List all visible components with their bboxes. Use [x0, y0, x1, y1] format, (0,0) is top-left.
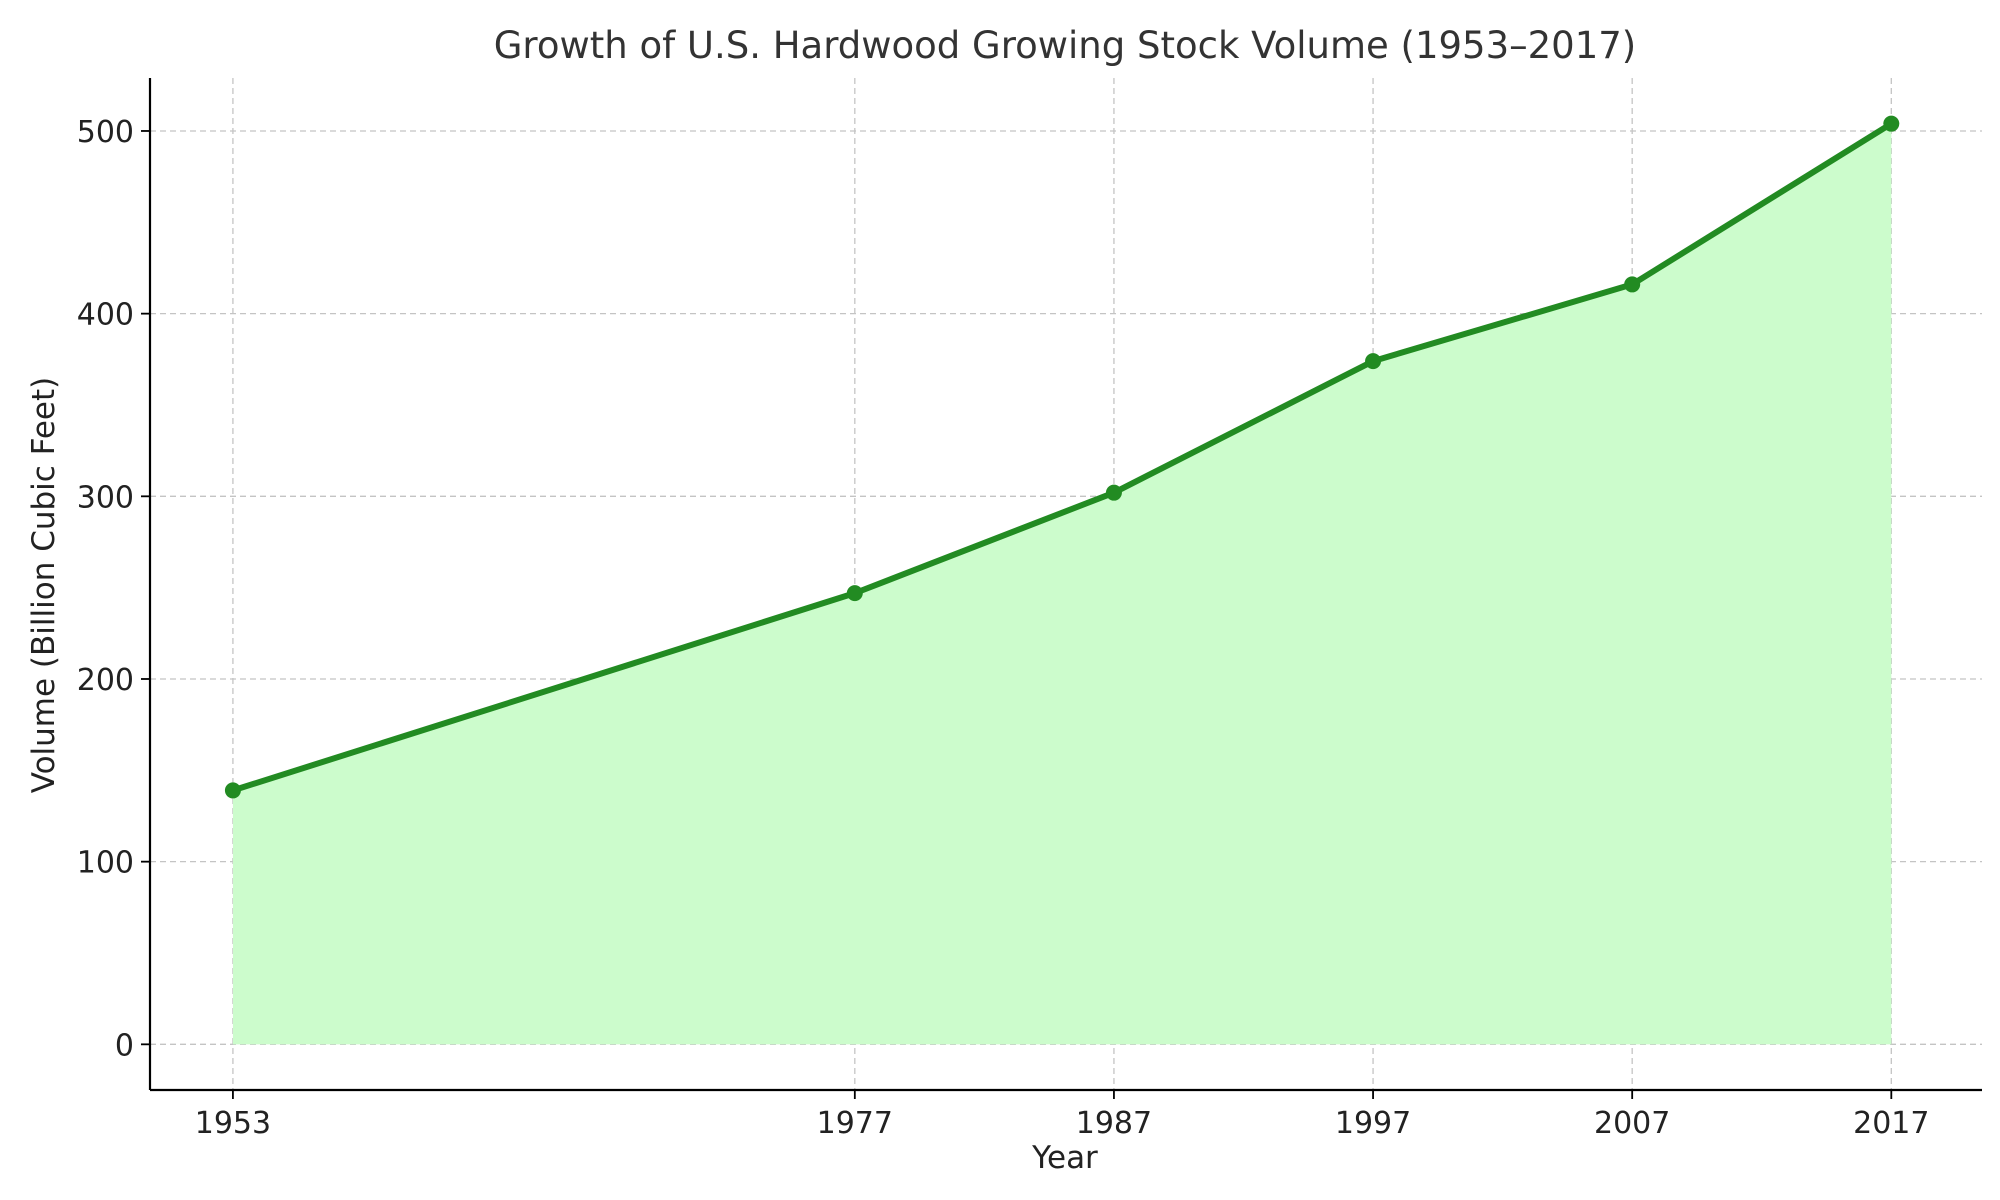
x-tick-label: 1987	[1076, 1106, 1152, 1141]
y-tick-label: 500	[77, 115, 134, 150]
x-tick-label: 1953	[195, 1106, 271, 1141]
x-tick-label: 1997	[1335, 1106, 1411, 1141]
y-axis-ticks: 0 100 200 300 400 500	[77, 115, 150, 1063]
y-tick-label: 100	[77, 846, 134, 881]
data-point-1997	[1365, 353, 1382, 370]
y-axis-title: Volume (Billion Cubic Feet)	[26, 377, 62, 793]
y-tick-label: 400	[77, 298, 134, 333]
x-axis-ticks: 1953 1977 1987 1997 2007 2017	[195, 1090, 1929, 1141]
x-tick-label: 1977	[817, 1106, 893, 1141]
y-tick-label: 200	[77, 663, 134, 698]
chart-title: Growth of U.S. Hardwood Growing Stock Vo…	[494, 24, 1636, 67]
data-points	[224, 115, 1900, 799]
x-axis-title: Year	[1031, 1140, 1098, 1176]
data-point-2007	[1624, 276, 1641, 293]
data-point-2017	[1883, 115, 1900, 132]
area-fill	[232, 123, 1892, 1045]
data-point-1953	[224, 782, 241, 799]
y-tick-label: 300	[77, 480, 134, 515]
data-point-1977	[846, 585, 863, 602]
data-point-1987	[1105, 484, 1122, 501]
x-tick-label: 2007	[1594, 1106, 1670, 1141]
x-tick-label: 2017	[1853, 1106, 1929, 1141]
series-line	[229, 120, 1895, 794]
y-tick-label: 0	[115, 1028, 134, 1063]
